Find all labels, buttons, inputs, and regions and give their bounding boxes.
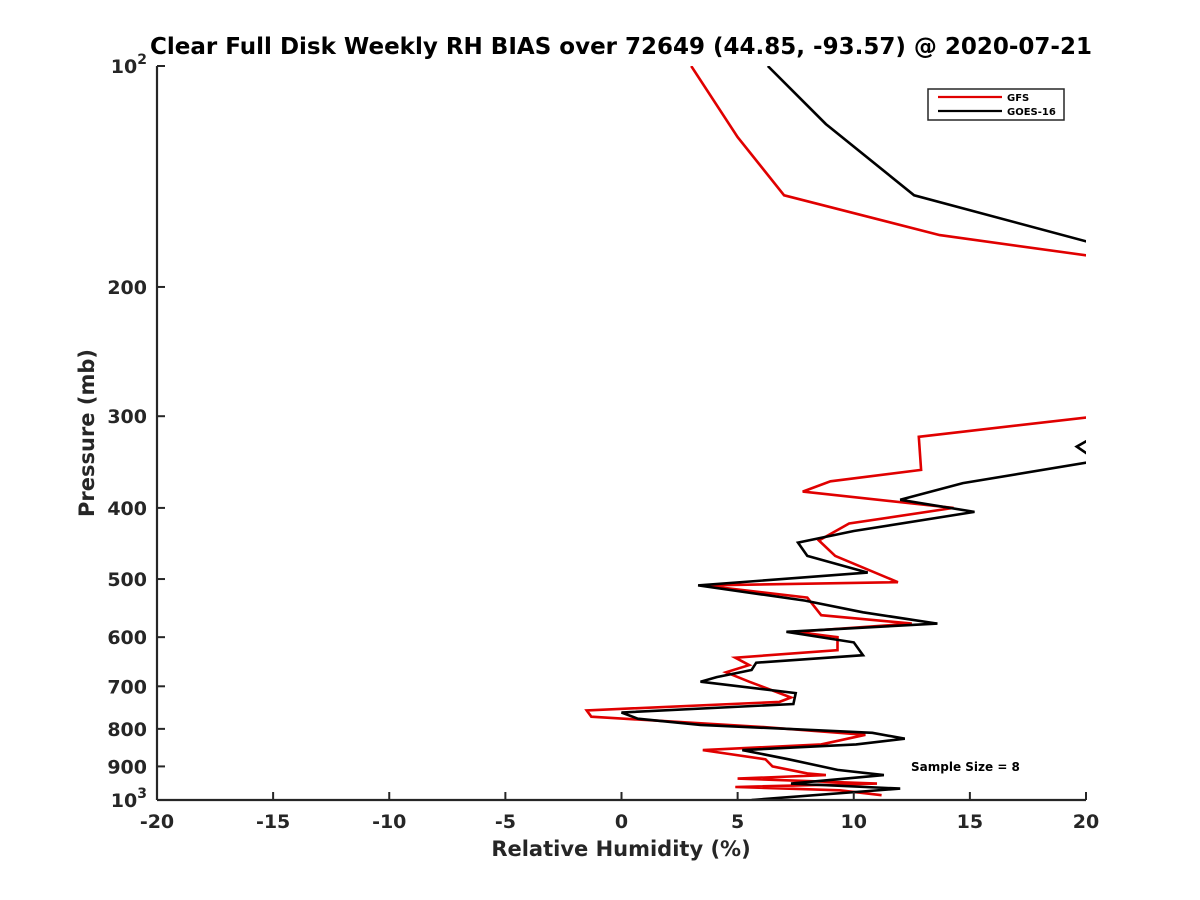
y-tick-label-base: 10 bbox=[111, 56, 137, 78]
y-tick-label-base: 10 bbox=[111, 790, 137, 812]
y-tick-label-base: 800 bbox=[107, 719, 147, 741]
x-tick-label: 5 bbox=[731, 811, 744, 833]
y-tick-label: 103 bbox=[111, 786, 147, 812]
y-tick-label-base: 600 bbox=[107, 627, 147, 649]
chart-title: Clear Full Disk Weekly RH BIAS over 7264… bbox=[150, 34, 1092, 60]
legend-label-gfs: GFS bbox=[1007, 93, 1029, 104]
y-tick-label: 300 bbox=[107, 406, 147, 428]
axes: -20 -15 -10 -5 0 5 10 15 20 10220030040050060070… bbox=[107, 52, 1099, 833]
y-axis-label: Pressure (mb) bbox=[75, 349, 99, 517]
y-tick-label-base: 400 bbox=[107, 498, 147, 520]
legend: GFS GOES-16 bbox=[927, 88, 1065, 121]
y-tick-label: 102 bbox=[111, 52, 147, 78]
y-tick-label: 500 bbox=[107, 569, 147, 591]
x-tick-label: -10 bbox=[372, 811, 406, 833]
y-tick-label-exponent: 2 bbox=[137, 52, 147, 68]
y-tick-label: 800 bbox=[107, 719, 147, 741]
legend-label-goes16: GOES-16 bbox=[1007, 107, 1056, 118]
x-tick-label: -20 bbox=[140, 811, 174, 833]
x-tick-label: 10 bbox=[841, 811, 867, 833]
y-tick-label: 200 bbox=[107, 277, 147, 299]
y-tick-label: 400 bbox=[107, 498, 147, 520]
x-tick-label: 15 bbox=[957, 811, 983, 833]
x-axis-label: Relative Humidity (%) bbox=[491, 837, 750, 861]
x-tick-label: -15 bbox=[256, 811, 290, 833]
series-group bbox=[584, 66, 1086, 800]
series-line-gfs bbox=[584, 66, 1086, 797]
x-ticks: -20 -15 -10 -5 0 5 10 15 20 bbox=[140, 792, 1099, 833]
y-tick-label-base: 500 bbox=[107, 569, 147, 591]
plot-background bbox=[157, 66, 1086, 800]
y-tick-label-base: 200 bbox=[107, 277, 147, 299]
y-tick-label-base: 300 bbox=[107, 406, 147, 428]
x-tick-label: -5 bbox=[495, 811, 516, 833]
y-tick-label: 700 bbox=[107, 676, 147, 698]
x-tick-label: 20 bbox=[1073, 811, 1099, 833]
y-tick-label-base: 900 bbox=[107, 756, 147, 778]
series-line-goes16 bbox=[621, 66, 1086, 800]
sample-size-annotation: Sample Size = 8 bbox=[911, 760, 1020, 774]
y-tick-label: 600 bbox=[107, 627, 147, 649]
plot-area bbox=[157, 66, 1086, 800]
y-tick-label: 900 bbox=[107, 756, 147, 778]
y-tick-label-exponent: 3 bbox=[137, 786, 147, 802]
legend-box bbox=[927, 88, 1065, 121]
y-tick-label-base: 700 bbox=[107, 676, 147, 698]
x-tick-label: 0 bbox=[615, 811, 628, 833]
